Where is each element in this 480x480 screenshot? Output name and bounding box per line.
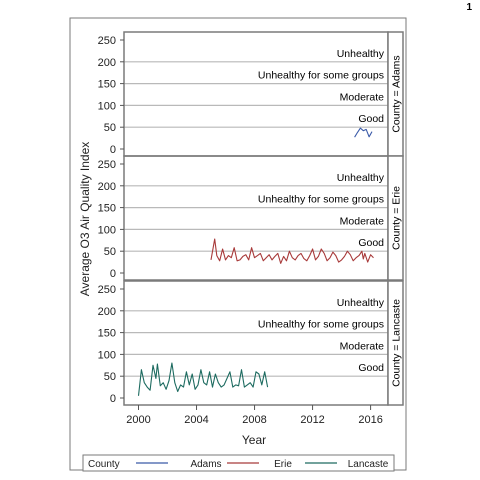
y-axis-title: Average O3 Air Quality Index xyxy=(78,142,92,297)
reference-label: Moderate xyxy=(340,91,385,103)
y-tick-label: 50 xyxy=(104,246,116,258)
y-tick-label: 250 xyxy=(98,284,116,296)
x-axis: 2000 2004 2008 2012 2016 xyxy=(126,405,383,426)
reference-label: Unhealthy xyxy=(337,172,385,184)
panel-strip-label: County = Erie xyxy=(391,186,403,250)
panel-strip xyxy=(387,155,404,281)
y-tick-label: 200 xyxy=(98,57,116,69)
y-tick-label: 250 xyxy=(98,35,116,47)
panels: Good Moderate Unhealthy for some groups Unh… xyxy=(98,31,404,406)
panel-strip-label: County = Adams xyxy=(391,55,403,132)
legend: County Adams Erie Lancaste xyxy=(82,454,395,472)
reference-label: Unhealthy xyxy=(337,297,385,309)
y-tick-label: 50 xyxy=(104,122,116,134)
series-line-lancaste xyxy=(137,362,269,396)
y-tick-label: 100 xyxy=(98,224,116,236)
series-line-erie xyxy=(210,238,374,264)
series-line-adams xyxy=(354,127,373,138)
y-tick-label: 200 xyxy=(98,181,116,193)
legend-label-adams: Adams xyxy=(190,459,221,470)
y-tick-label: 0 xyxy=(110,268,116,280)
y-tick-label: 150 xyxy=(98,328,116,340)
y-tick-label: 150 xyxy=(98,79,116,91)
legend-label-lancaste: Lancaste xyxy=(348,459,389,470)
reference-label: Good xyxy=(358,113,384,125)
legend-title: County xyxy=(88,459,120,470)
panel-lancaste: Good Moderate Unhealthy for some groups Unh… xyxy=(98,280,404,406)
y-tick-label: 100 xyxy=(98,100,116,112)
y-tick-label: 100 xyxy=(98,349,116,361)
page-number: 1 xyxy=(466,2,472,13)
panel-erie: Good Moderate Unhealthy for some groups Unh… xyxy=(98,155,404,281)
y-tick-label: 50 xyxy=(104,371,116,383)
y-tick-label: 200 xyxy=(98,306,116,318)
reference-label: Unhealthy for some groups xyxy=(258,194,384,206)
chart-frame xyxy=(69,17,407,471)
reference-label: Good xyxy=(358,362,384,374)
reference-label: Unhealthy xyxy=(337,48,385,60)
panel-strip xyxy=(387,280,404,406)
reference-label: Moderate xyxy=(340,215,385,227)
x-tick-label: 2008 xyxy=(242,414,266,426)
reference-label: Unhealthy for some groups xyxy=(258,70,384,82)
x-tick-label: 2000 xyxy=(126,414,150,426)
x-tick-label: 2012 xyxy=(300,414,324,426)
legend-label-erie: Erie xyxy=(274,459,292,470)
x-tick-label: 2016 xyxy=(358,414,382,426)
reference-label: Good xyxy=(358,237,384,249)
y-tick-label: 0 xyxy=(110,144,116,156)
y-tick-label: 250 xyxy=(98,159,116,171)
x-axis-title: Year xyxy=(242,433,266,447)
outer-frame xyxy=(69,17,407,471)
panel-adams: Good Moderate Unhealthy for some groups Unh… xyxy=(98,31,404,157)
y-tick-label: 0 xyxy=(110,393,116,405)
x-tick-label: 2004 xyxy=(184,414,208,426)
y-tick-label: 150 xyxy=(98,203,116,215)
panel-strip-label: County = Lancaste xyxy=(391,299,403,387)
reference-label: Moderate xyxy=(340,340,385,352)
reference-label: Unhealthy for some groups xyxy=(258,319,384,331)
